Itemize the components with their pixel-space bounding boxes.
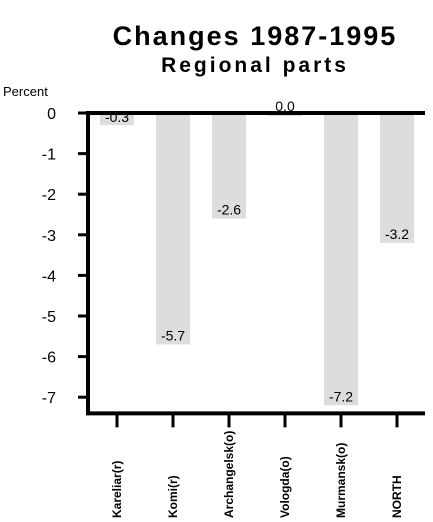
y-tick-label-3: -3 (42, 228, 56, 245)
bars-group (100, 113, 414, 406)
x-tick-label-5: NORTH (390, 475, 404, 518)
y-tick-label-4: -4 (42, 268, 56, 285)
x-tick-label-1: Komi(r) (166, 475, 180, 518)
y-tick-label-5: -5 (42, 309, 56, 326)
data-label-5: -3.2 (385, 226, 409, 242)
data-label-1: -5.7 (161, 327, 185, 343)
bar-1 (156, 113, 190, 345)
x-tick-label-4: Murmansk(o) (334, 443, 348, 518)
bar-0 (100, 113, 134, 126)
x-tick-label-0: Kareliar(r) (110, 461, 124, 518)
x-ticks-group: Kareliar(r) Komi(r) Archangelsk(o) Vologda(… (110, 413, 404, 518)
bar-4 (324, 113, 358, 406)
y-ticks-group: 0 -1 -2 -3 -4 -5 -6 -7 (42, 106, 88, 407)
data-label-4: -7.2 (329, 388, 353, 404)
y-tick-label-7: -7 (42, 390, 56, 407)
chart-title: Changes 1987-1995 (113, 21, 398, 51)
data-label-3: 0.0 (275, 98, 295, 114)
axes-group (86, 111, 425, 416)
y-tick-label-2: -2 (42, 187, 56, 204)
x-tick-label-3: Vologda(o) (278, 456, 292, 518)
x-tick-label-2: Archangelsk(o) (222, 431, 236, 518)
y-axis-label: Percent (3, 84, 48, 99)
bar-5 (380, 113, 414, 243)
y-tick-label-0: 0 (47, 106, 56, 123)
chart-subtitle: Regional parts (161, 54, 349, 77)
y-tick-label-1: -1 (42, 147, 56, 164)
y-tick-label-6: -6 (42, 350, 56, 367)
data-label-2: -2.6 (217, 202, 241, 218)
data-labels-group: -0.3 -5.7 -2.6 0.0 -7.2 -3.2 (105, 98, 409, 404)
bar-2 (212, 113, 246, 219)
data-label-0: -0.3 (105, 109, 129, 125)
